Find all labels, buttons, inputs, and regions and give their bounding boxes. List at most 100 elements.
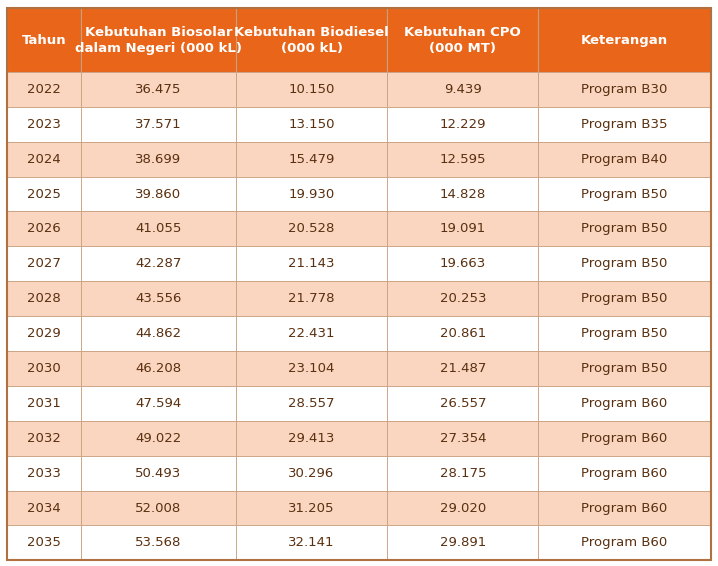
Text: 42.287: 42.287: [135, 258, 182, 271]
Bar: [387, 107, 538, 142]
Bar: [538, 491, 711, 525]
Text: 22.431: 22.431: [288, 327, 335, 340]
Text: 2025: 2025: [27, 187, 61, 200]
Bar: [387, 177, 538, 212]
Text: 12.595: 12.595: [439, 153, 486, 166]
Text: Program B60: Program B60: [582, 537, 668, 550]
Bar: [7, 281, 81, 316]
Text: Program B60: Program B60: [582, 501, 668, 514]
Text: Keterangan: Keterangan: [581, 34, 668, 47]
Bar: [538, 456, 711, 491]
Bar: [81, 421, 236, 456]
Bar: [538, 72, 711, 107]
Text: 37.571: 37.571: [135, 118, 182, 131]
Bar: [387, 351, 538, 386]
Text: 2022: 2022: [27, 83, 61, 96]
Bar: [7, 351, 81, 386]
Text: 28.175: 28.175: [439, 466, 486, 479]
Bar: [7, 386, 81, 421]
Text: 29.413: 29.413: [289, 432, 335, 445]
Text: Program B50: Program B50: [582, 258, 668, 271]
Text: 43.556: 43.556: [135, 292, 182, 305]
Text: 2024: 2024: [27, 153, 61, 166]
Bar: [236, 525, 387, 560]
Text: Program B60: Program B60: [582, 432, 668, 445]
Bar: [7, 525, 81, 560]
Bar: [7, 316, 81, 351]
Bar: [538, 142, 711, 177]
Text: Program B40: Program B40: [582, 153, 668, 166]
Bar: [236, 107, 387, 142]
Bar: [7, 246, 81, 281]
Text: Program B50: Program B50: [582, 292, 668, 305]
Text: 26.557: 26.557: [439, 397, 486, 410]
Bar: [538, 525, 711, 560]
Bar: [387, 281, 538, 316]
Text: 10.150: 10.150: [289, 83, 335, 96]
Text: 39.860: 39.860: [136, 187, 182, 200]
Text: 38.699: 38.699: [136, 153, 182, 166]
Bar: [81, 456, 236, 491]
Bar: [81, 386, 236, 421]
Text: Program B30: Program B30: [582, 83, 668, 96]
Text: 21.143: 21.143: [288, 258, 335, 271]
Bar: [538, 8, 711, 72]
Bar: [236, 456, 387, 491]
Bar: [236, 246, 387, 281]
Bar: [236, 8, 387, 72]
Text: 29.891: 29.891: [439, 537, 486, 550]
Bar: [81, 177, 236, 212]
Text: 2033: 2033: [27, 466, 61, 479]
Bar: [81, 107, 236, 142]
Bar: [7, 421, 81, 456]
Text: 14.828: 14.828: [439, 187, 486, 200]
Bar: [387, 525, 538, 560]
Text: 27.354: 27.354: [439, 432, 486, 445]
Bar: [538, 421, 711, 456]
Text: 2031: 2031: [27, 397, 61, 410]
Text: 2023: 2023: [27, 118, 61, 131]
Bar: [387, 8, 538, 72]
Text: 50.493: 50.493: [135, 466, 182, 479]
Bar: [236, 491, 387, 525]
Text: Program B60: Program B60: [582, 466, 668, 479]
Text: 2034: 2034: [27, 501, 61, 514]
Text: 29.020: 29.020: [439, 501, 486, 514]
Bar: [7, 72, 81, 107]
Text: 2028: 2028: [27, 292, 61, 305]
Text: 2026: 2026: [27, 222, 61, 235]
Text: 30.296: 30.296: [289, 466, 335, 479]
Bar: [387, 142, 538, 177]
Text: 20.861: 20.861: [439, 327, 486, 340]
Text: 28.557: 28.557: [288, 397, 335, 410]
Bar: [7, 177, 81, 212]
Text: 9.439: 9.439: [444, 83, 482, 96]
Bar: [387, 491, 538, 525]
Text: Tahun: Tahun: [22, 34, 67, 47]
Bar: [81, 72, 236, 107]
Bar: [538, 316, 711, 351]
Bar: [538, 281, 711, 316]
Text: 15.479: 15.479: [289, 153, 335, 166]
Bar: [236, 316, 387, 351]
Bar: [387, 212, 538, 246]
Bar: [538, 212, 711, 246]
Bar: [81, 491, 236, 525]
Text: Kebutuhan Biosolar
dalam Negeri (000 kL): Kebutuhan Biosolar dalam Negeri (000 kL): [75, 25, 242, 55]
Bar: [7, 491, 81, 525]
Text: 46.208: 46.208: [136, 362, 182, 375]
Bar: [81, 351, 236, 386]
Text: 21.778: 21.778: [288, 292, 335, 305]
Text: 2032: 2032: [27, 432, 61, 445]
Bar: [387, 456, 538, 491]
Text: 47.594: 47.594: [135, 397, 182, 410]
Bar: [236, 212, 387, 246]
Bar: [387, 316, 538, 351]
Bar: [387, 386, 538, 421]
Bar: [7, 107, 81, 142]
Text: Kebutuhan Biodiesel
(000 kL): Kebutuhan Biodiesel (000 kL): [234, 25, 389, 55]
Bar: [236, 72, 387, 107]
Text: 44.862: 44.862: [136, 327, 182, 340]
Text: 13.150: 13.150: [288, 118, 335, 131]
Bar: [7, 142, 81, 177]
